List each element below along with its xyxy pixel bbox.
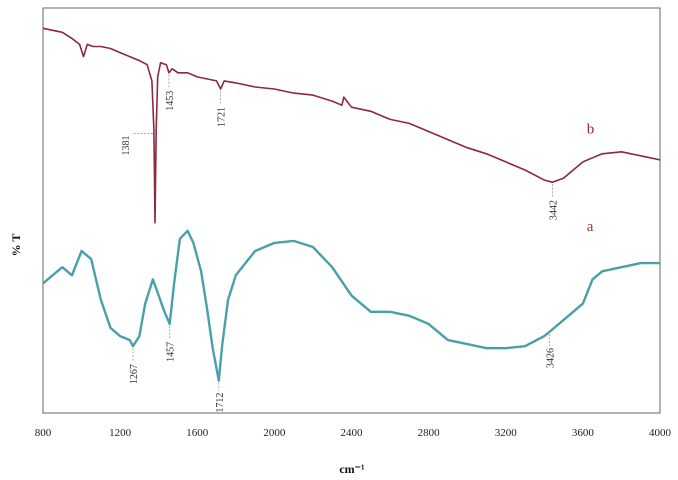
peak-annotations: 1381 1453 1721 3442 1267 1457 1712 3426 b a <box>121 74 595 413</box>
peak-label-1381: 1381 <box>121 136 132 156</box>
peak-label-1453: 1453 <box>165 91 176 111</box>
x-tick-label: 3200 <box>495 427 518 439</box>
peak-label-3426: 3426 <box>545 348 556 368</box>
x-tick-label: 2000 <box>263 427 286 439</box>
curve-label-b: b <box>587 122 595 138</box>
peak-label-1712: 1712 <box>215 393 226 413</box>
x-tick-label: 4000 <box>649 427 672 439</box>
curve-label-a: a <box>587 219 594 235</box>
x-tick-label: 2800 <box>418 427 441 439</box>
series-line-a <box>42 229 660 382</box>
plot-frame <box>42 7 661 414</box>
x-axis-ticks: 800 1200 1600 2000 2400 2800 3200 3600 4000 <box>35 427 672 439</box>
peak-label-3442: 3442 <box>548 200 559 220</box>
peak-label-1267: 1267 <box>129 364 140 384</box>
x-tick-label: 1600 <box>186 427 209 439</box>
series-layer <box>42 27 661 382</box>
x-tick-label: 3600 <box>572 427 595 439</box>
series-line-b <box>42 27 661 224</box>
y-axis-label: % T <box>9 234 23 257</box>
x-tick-label: 800 <box>35 427 52 439</box>
x-tick-label: 2400 <box>341 427 364 439</box>
x-tick-label: 1200 <box>109 427 132 439</box>
peak-label-1721: 1721 <box>217 107 228 127</box>
peak-label-1457: 1457 <box>166 342 177 362</box>
x-axis-label: cm⁻¹ <box>339 462 365 476</box>
